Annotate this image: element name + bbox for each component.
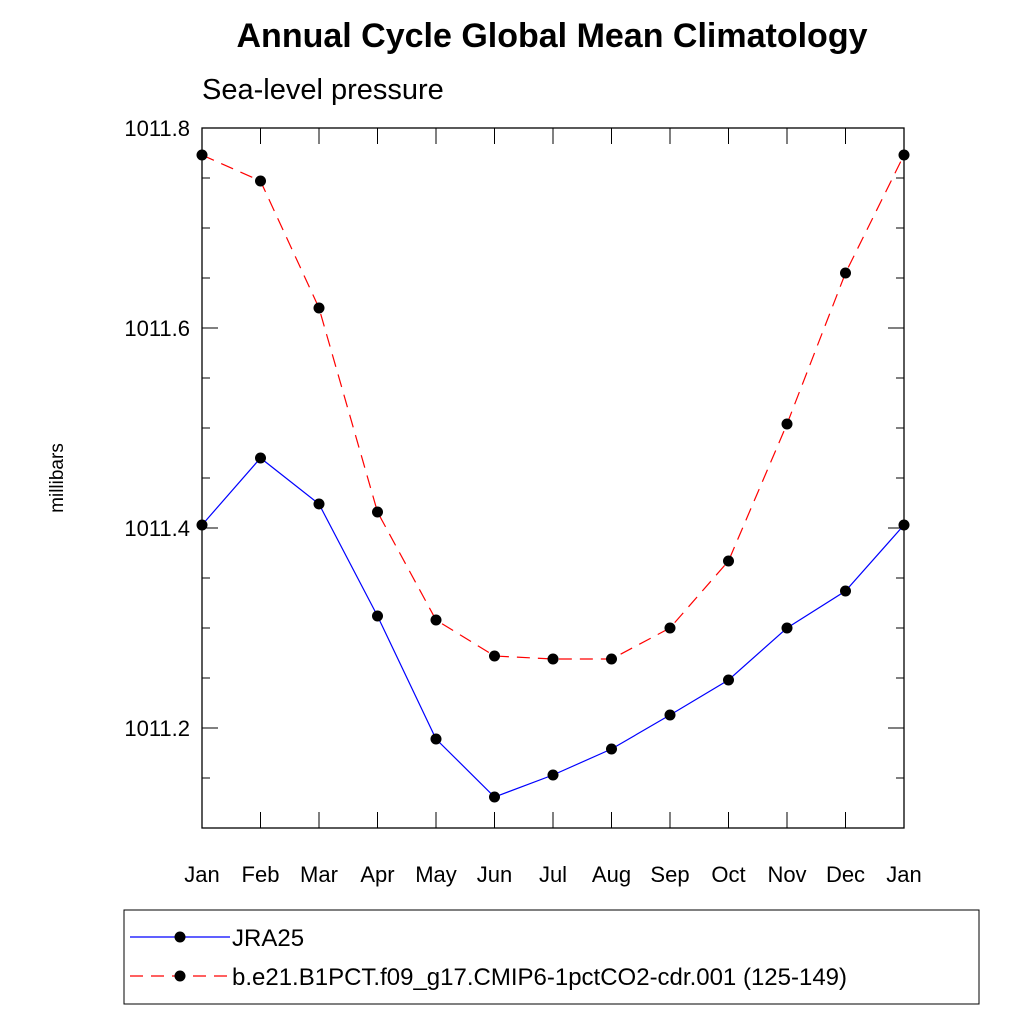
- x-ticks: [201, 128, 905, 828]
- x-tick-label: Jun: [477, 862, 512, 887]
- x-tick-label: Dec: [826, 862, 865, 887]
- x-tick-label: May: [415, 862, 457, 887]
- data-point-series-2: [372, 506, 383, 518]
- data-point-series-1: [313, 498, 325, 510]
- y-tick-label: 1011.6: [124, 316, 190, 341]
- legend-label-2: b.e21.B1PCT.f09_g17.CMIP6-1pctCO2-cdr.00…: [232, 964, 847, 991]
- major-ticks: [202, 127, 904, 729]
- data-point-series-1: [372, 610, 383, 622]
- y-tick-label: 1011.2: [124, 716, 190, 741]
- data-point-series-1: [781, 622, 793, 634]
- data-point-series-1: [196, 519, 208, 531]
- data-point-series-1: [430, 733, 442, 745]
- legend-label-1: JRA25: [232, 925, 304, 952]
- x-tick-label: Feb: [242, 862, 280, 887]
- x-tick-label: Mar: [300, 862, 338, 887]
- x-tick-label: Apr: [360, 862, 394, 887]
- data-point-series-2: [489, 650, 500, 662]
- data-point-series-2: [723, 555, 734, 567]
- data-point-series-1: [489, 791, 500, 803]
- legend: JRA25 b.e21.B1PCT.f09_g17.CMIP6-1pctCO2-c…: [123, 909, 980, 1005]
- chart-subtitle: Sea-level pressure: [202, 74, 444, 106]
- x-tick-label: Aug: [592, 862, 631, 887]
- x-tick-label: Jul: [539, 862, 567, 887]
- data-point-series-2: [781, 418, 793, 430]
- y-tick-labels: 1011.2 1011.4 1011.6 1011.8: [124, 116, 190, 741]
- data-point-series-2: [255, 175, 266, 187]
- data-point-series-1: [255, 452, 266, 464]
- data-point-series-1: [547, 769, 559, 781]
- legend-marker-2: [174, 970, 186, 982]
- data-point-series-2: [898, 149, 910, 161]
- legend-marker-1: [174, 931, 186, 943]
- x-tick-labels: Jan Feb Mar Apr May Jun Jul Aug Sep Oct Nov Dec Jan: [184, 862, 921, 887]
- data-point-series-1: [606, 743, 617, 755]
- series-line-1: [201, 457, 905, 798]
- plot-frame: [201, 127, 905, 829]
- data-point-series-2: [840, 267, 851, 279]
- data-point-series-2: [664, 622, 676, 634]
- series-group: [196, 149, 910, 803]
- x-tick-label: Sep: [650, 862, 689, 887]
- x-tick-label: Jan: [184, 862, 219, 887]
- y-tick-label: 1011.4: [124, 516, 190, 541]
- x-tick-label: Nov: [767, 862, 806, 887]
- chart-title: Annual Cycle Global Mean Climatology: [237, 17, 868, 55]
- x-tick-label: Jan: [886, 862, 921, 887]
- y-axis-label: millibars: [47, 443, 68, 513]
- data-point-series-2: [606, 653, 617, 665]
- data-point-series-1: [723, 674, 734, 686]
- legend-box: [123, 909, 980, 1005]
- minor-ticks: [202, 127, 904, 829]
- data-point-series-2: [196, 149, 208, 161]
- data-point-series-1: [898, 519, 910, 531]
- data-point-series-1: [664, 709, 676, 721]
- legend-items: JRA25 b.e21.B1PCT.f09_g17.CMIP6-1pctCO2-c…: [130, 925, 847, 991]
- series-line-2: [201, 154, 905, 660]
- data-point-series-1: [840, 585, 851, 597]
- y-tick-label: 1011.8: [124, 116, 190, 141]
- data-point-series-2: [547, 653, 559, 665]
- data-point-series-2: [313, 302, 325, 314]
- data-point-series-2: [430, 614, 442, 626]
- x-tick-label: Oct: [711, 862, 745, 887]
